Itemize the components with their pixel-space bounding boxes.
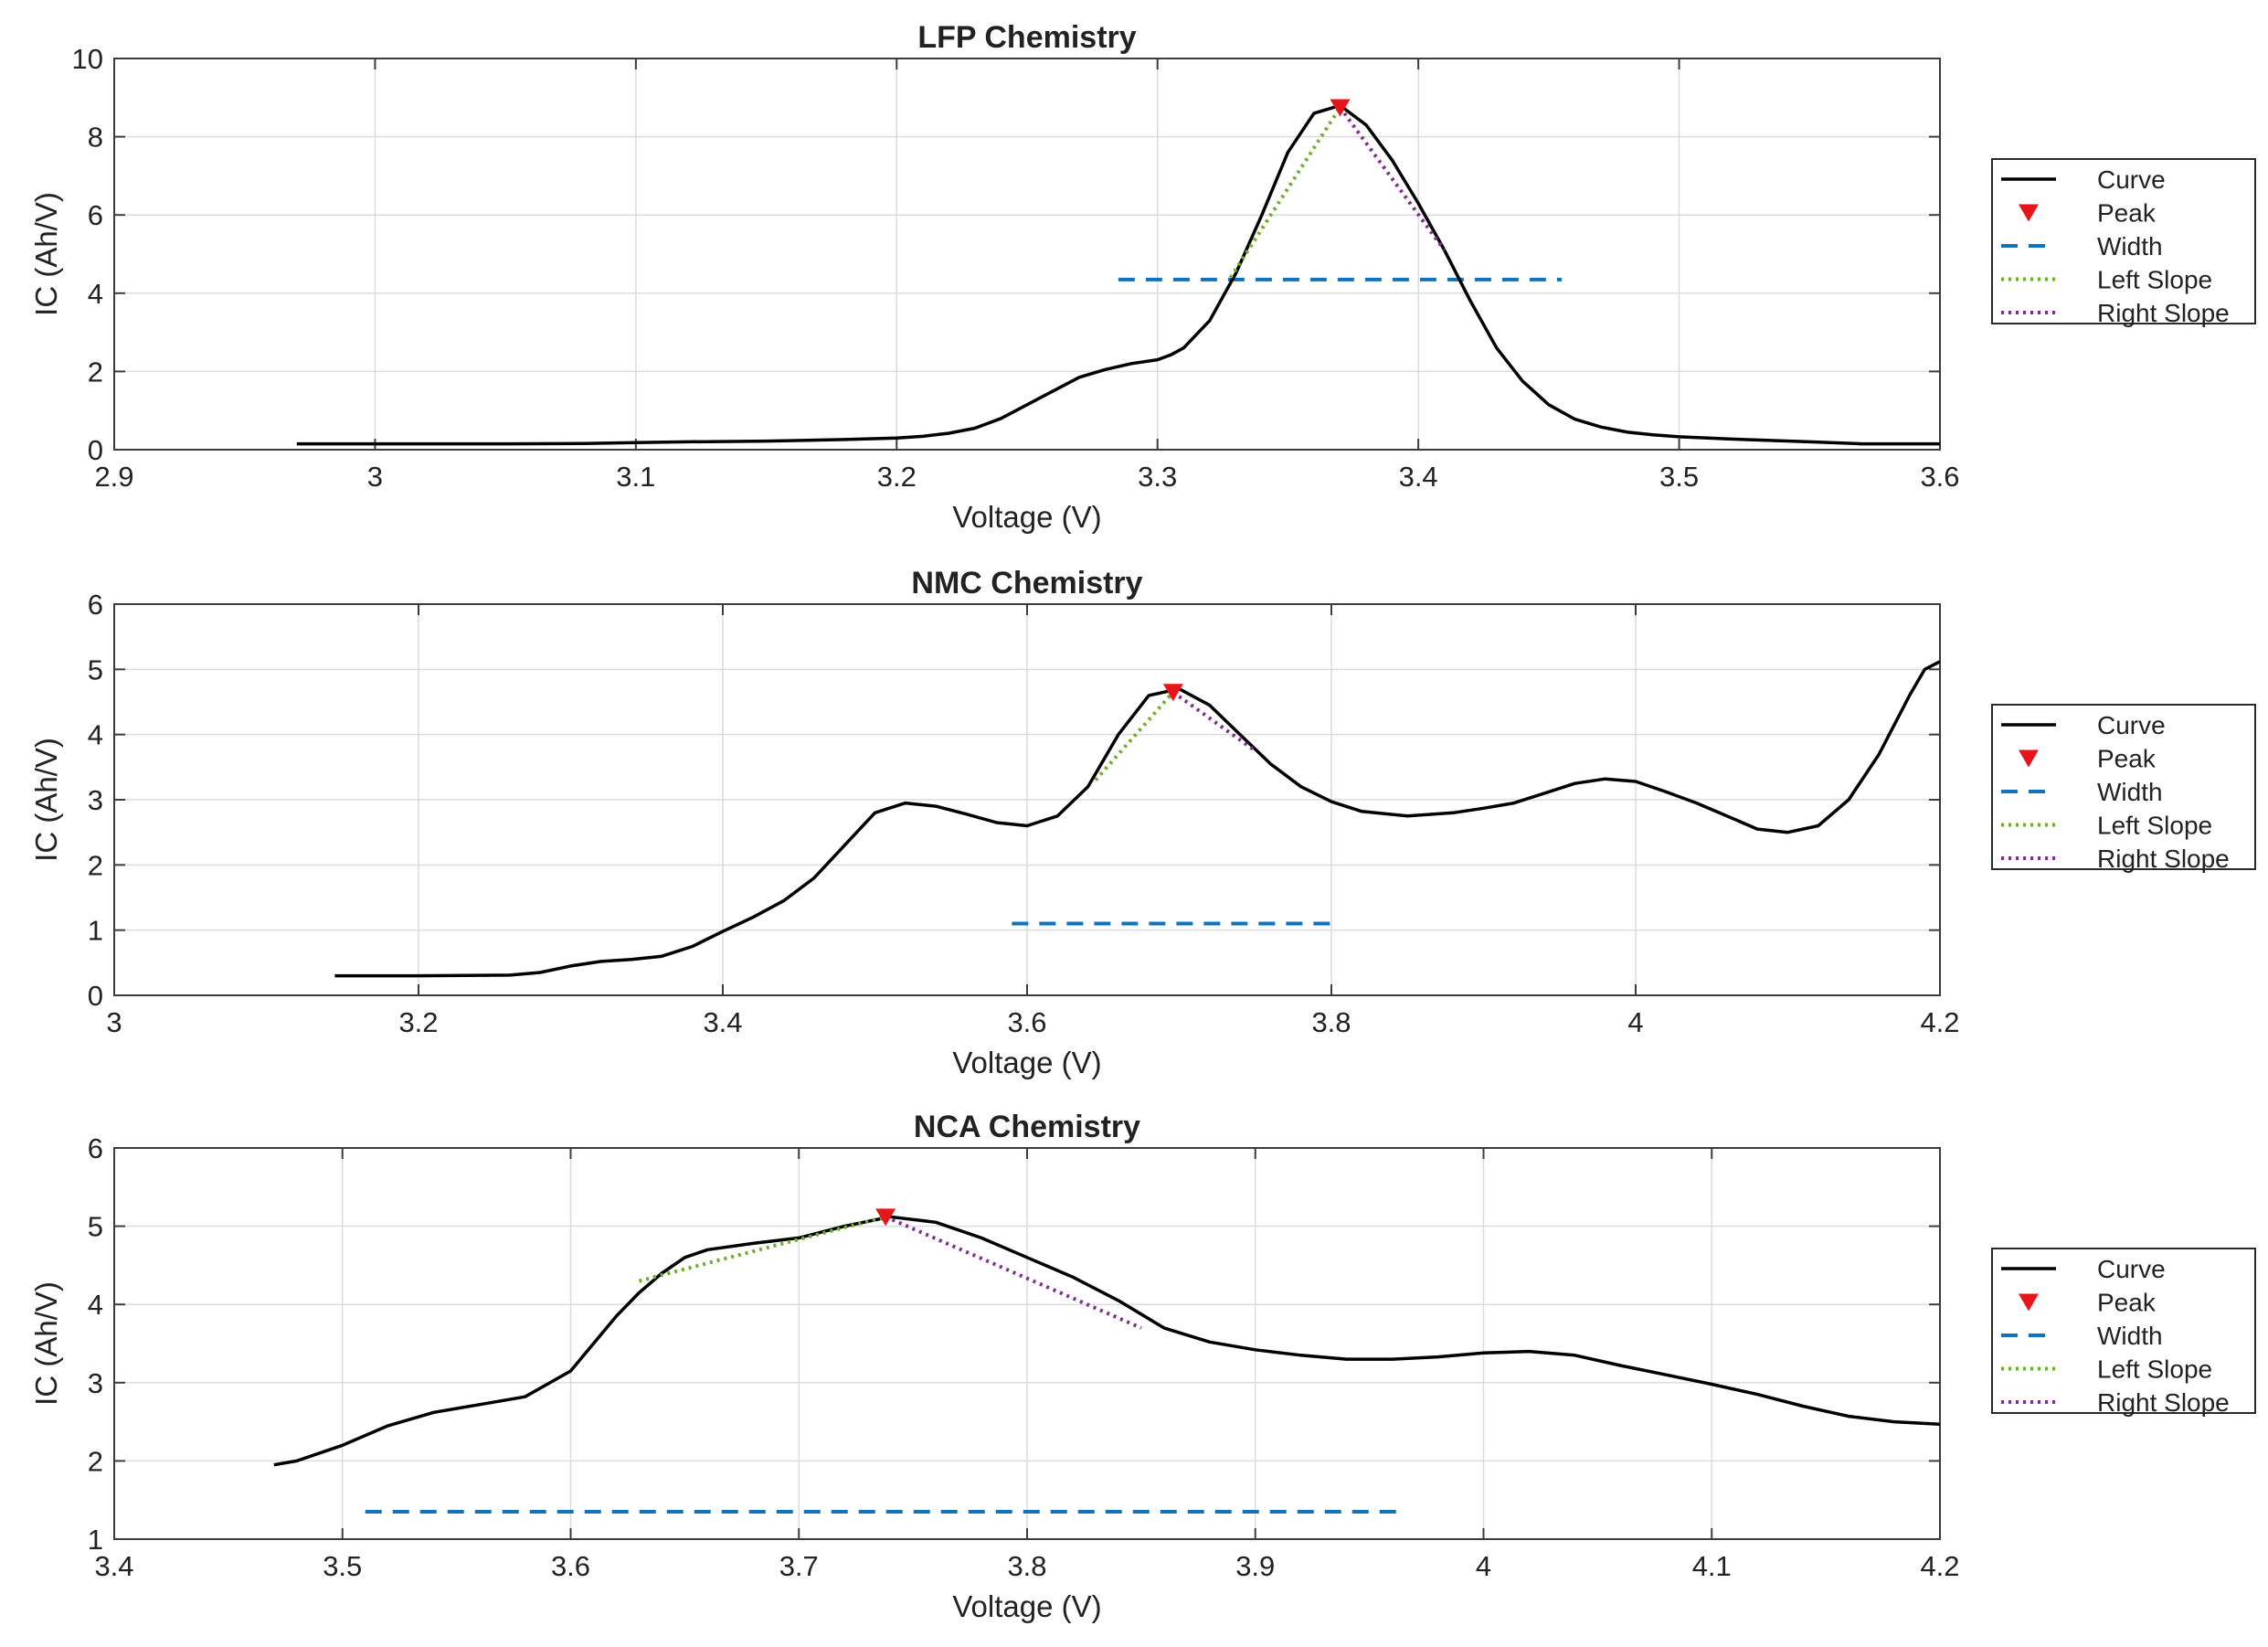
chart-lfp: 2.9 3 3.1 3.2 3.3 3.4 3.5 3.6 0 2 4 6 8 10 LFP Chemist…	[29, 20, 2256, 534]
nmc-legend-curve-label: Curve	[2097, 711, 2166, 739]
nca-y-tick-label: 5	[88, 1211, 103, 1243]
nmc-right-slope-line	[1171, 690, 1256, 753]
lfp-axes-box	[113, 58, 1941, 451]
nca-chart-title: NCA Chemistry	[914, 1110, 1140, 1144]
nmc-x-tick-label: 4.2	[1920, 1006, 1959, 1038]
chart-nmc: 3 3.2 3.4 3.6 3.8 4 4.2 0 1 2 3 4 5 6 NMC Chemistry Vol…	[29, 566, 2256, 1079]
nmc-y-tick-label: 1	[88, 915, 103, 947]
lfp-legend-left-slope-label: Left Slope	[2097, 266, 2212, 294]
nca-legend: Curve Peak Width Left Slope Right Slope	[1991, 1248, 2256, 1417]
lfp-y-tick-label: 10	[72, 43, 103, 75]
nca-x-tick-label: 3.8	[1007, 1550, 1046, 1582]
nca-right-slope-line	[885, 1215, 1142, 1330]
nmc-x-tick-label: 3.6	[1007, 1006, 1046, 1038]
lfp-peak-marker	[1330, 99, 1351, 117]
nmc-y-tick-label: 6	[88, 589, 103, 621]
nmc-x-tick-label: 3	[106, 1006, 122, 1038]
nmc-curve-line	[334, 660, 1941, 978]
lfp-legend-peak-label: Peak	[2097, 199, 2157, 228]
lfp-chart-title: LFP Chemistry	[917, 20, 1136, 55]
nca-legend-curve-label: Curve	[2097, 1255, 2166, 1283]
nca-x-tick-label: 3.5	[323, 1550, 362, 1582]
nmc-y-tick-label: 5	[88, 653, 103, 685]
nca-x-axis-label: Voltage (V)	[952, 1589, 1101, 1623]
lfp-left-slope-line	[1228, 106, 1342, 279]
lfp-plot-area	[114, 58, 1940, 450]
nmc-legend-box	[1991, 704, 2256, 870]
nmc-y-tick-label: 2	[88, 849, 103, 881]
nca-legend-box	[1991, 1248, 2256, 1414]
lfp-legend-right-slope-label: Right Slope	[2097, 299, 2230, 327]
nmc-x-tick-label: 3.4	[703, 1006, 742, 1038]
lfp-y-tick-label: 8	[88, 122, 103, 154]
nca-y-tick-label: 4	[88, 1289, 103, 1321]
nca-y-tick-label: 2	[88, 1445, 103, 1477]
nca-y-tick-label: 1	[88, 1524, 103, 1556]
lfp-y-axis-label: IC (Ah/V)	[29, 192, 63, 316]
lfp-legend-peak-swatch	[2019, 204, 2039, 222]
nmc-x-axis-label: Voltage (V)	[952, 1046, 1101, 1079]
lfp-x-tick-label: 3.6	[1920, 461, 1959, 493]
nmc-legend-peak-label: Peak	[2097, 745, 2157, 773]
nca-x-tick-label: 4.2	[1920, 1550, 1959, 1582]
nmc-y-axis-label: IC (Ah/V)	[29, 738, 63, 862]
lfp-legend-curve-label: Curve	[2097, 165, 2166, 194]
nca-x-tick-label: 3.6	[551, 1550, 590, 1582]
nmc-y-tick-label: 4	[88, 719, 103, 751]
nca-curve-line	[273, 1215, 1941, 1467]
chart-nca: 3.4 3.5 3.6 3.7 3.8 3.9 4 4.1 4.2 1 2 3 4 5 6 NCA Chemi…	[29, 1110, 2256, 1623]
lfp-x-tick-label: 3.5	[1659, 461, 1699, 493]
nmc-x-tick-label: 4	[1627, 1006, 1643, 1038]
nmc-peak-marker	[1162, 684, 1183, 702]
nca-legend-left-slope-label: Left Slope	[2097, 1355, 2212, 1384]
lfp-x-tick-label: 3.3	[1138, 461, 1177, 493]
nca-y-tick-label: 3	[88, 1367, 103, 1399]
nmc-legend-peak-swatch	[2019, 749, 2039, 768]
lfp-x-tick-label: 3	[367, 461, 383, 493]
lfp-y-tick-label: 6	[88, 199, 103, 231]
nca-legend-width-label: Width	[2097, 1322, 2163, 1350]
nca-legend-peak-label: Peak	[2097, 1289, 2157, 1317]
nca-legend-peak-swatch	[2019, 1293, 2039, 1312]
nmc-x-tick-label: 3.2	[398, 1006, 438, 1038]
lfp-y-tick-label: 2	[88, 356, 103, 388]
nca-x-tick-label: 3.7	[779, 1550, 819, 1582]
lfp-curve-line	[296, 103, 1940, 446]
nmc-left-slope-line	[1094, 690, 1175, 781]
lfp-legend: Curve Peak Width Left Slope Right Slope	[1991, 158, 2256, 327]
nmc-y-tick-label: 3	[88, 784, 103, 816]
lfp-legend-width-label: Width	[2097, 232, 2163, 260]
lfp-y-tick-label: 0	[88, 434, 103, 466]
nca-left-slope-line	[638, 1215, 886, 1283]
lfp-x-axis-label: Voltage (V)	[952, 500, 1101, 534]
nca-y-axis-label: IC (Ah/V)	[29, 1281, 63, 1406]
lfp-y-tick-label: 4	[88, 278, 103, 310]
nmc-legend-right-slope-label: Right Slope	[2097, 845, 2230, 873]
lfp-x-tick-label: 3.1	[616, 461, 655, 493]
lfp-legend-box	[1991, 158, 2256, 324]
nca-x-tick-label: 4.1	[1692, 1550, 1732, 1582]
nmc-legend-left-slope-label: Left Slope	[2097, 812, 2212, 840]
nmc-legend-width-label: Width	[2097, 778, 2163, 806]
nca-y-tick-label: 6	[88, 1132, 103, 1164]
nca-legend-right-slope-label: Right Slope	[2097, 1388, 2230, 1417]
nca-x-tick-label: 3.9	[1235, 1550, 1275, 1582]
lfp-x-tick-label: 3.2	[877, 461, 917, 493]
lfp-x-tick-label: 3.4	[1399, 461, 1438, 493]
nca-x-tick-label: 4	[1476, 1550, 1491, 1582]
nmc-x-tick-label: 3.8	[1311, 1006, 1351, 1038]
nmc-legend: Curve Peak Width Left Slope Right Slope	[1991, 704, 2256, 873]
lfp-x-tick-label: 2.9	[94, 461, 133, 493]
nca-x-tick-label: 3.4	[94, 1550, 133, 1582]
lfp-right-slope-line	[1338, 106, 1447, 251]
nca-peak-marker	[875, 1208, 896, 1227]
nmc-chart-title: NMC Chemistry	[911, 566, 1142, 600]
nmc-y-tick-label: 0	[88, 980, 103, 1012]
